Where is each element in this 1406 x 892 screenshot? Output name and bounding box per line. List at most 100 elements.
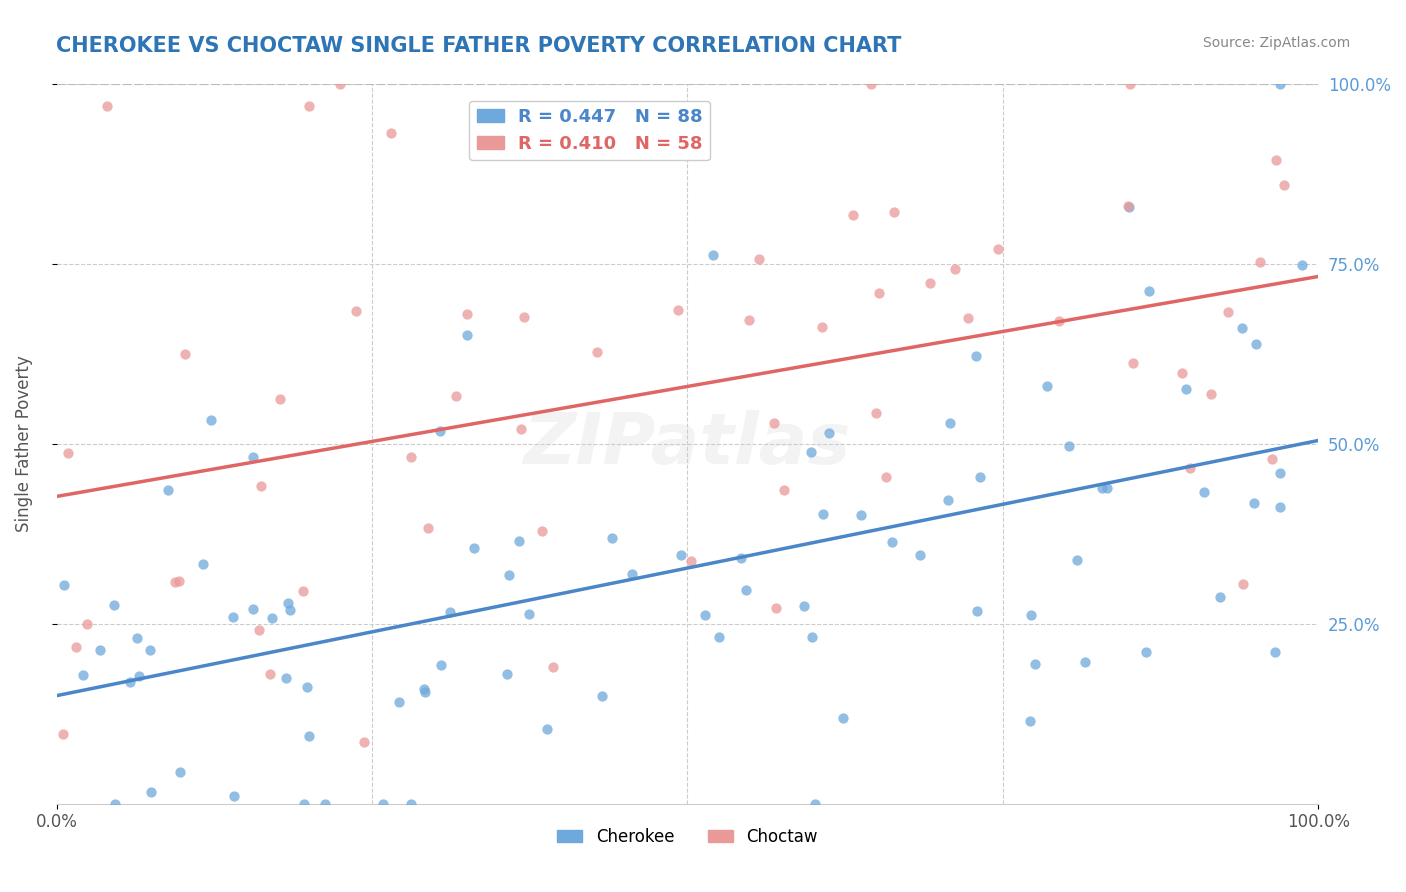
Point [429, 424, 451, 438]
Point [1024, 657, 1046, 671]
Point [707, 631, 730, 645]
Point [882, 535, 904, 549]
Point [297, 680, 319, 694]
Point [591, 689, 613, 703]
Text: Source: ZipAtlas.com: Source: ZipAtlas.com [1202, 36, 1350, 50]
Point [966, 604, 988, 618]
Point [1209, 590, 1232, 604]
Point [399, 450, 422, 464]
Point [430, 658, 453, 673]
Point [1066, 552, 1088, 566]
Point [413, 685, 436, 699]
Point [72, 668, 94, 682]
Point [1270, 500, 1292, 514]
Point [221, 610, 243, 624]
Point [416, 521, 439, 535]
Point [943, 262, 966, 277]
Point [1047, 314, 1070, 328]
Point [269, 392, 291, 406]
Point [65, 640, 87, 654]
Point [344, 303, 367, 318]
Point [810, 320, 832, 334]
Point [875, 470, 897, 484]
Point [1268, 466, 1291, 480]
Point [242, 450, 264, 465]
Point [1174, 382, 1197, 396]
Point [517, 607, 540, 622]
Point [1118, 200, 1140, 214]
Point [297, 729, 319, 743]
Point [104, 797, 127, 811]
Point [832, 711, 855, 725]
Point [118, 675, 141, 690]
Point [371, 797, 394, 811]
Point [679, 554, 702, 568]
Point [298, 99, 321, 113]
Point [536, 723, 558, 737]
Point [446, 388, 468, 402]
Point [908, 548, 931, 562]
Point [76, 617, 98, 632]
Point [1095, 481, 1118, 495]
Point [868, 285, 890, 300]
Point [666, 303, 689, 318]
Point [278, 603, 301, 617]
Point [1261, 452, 1284, 467]
Point [456, 307, 478, 321]
Point [139, 643, 162, 657]
Text: CHEROKEE VS CHOCTAW SINGLE FATHER POVERTY CORRELATION CHART: CHEROKEE VS CHOCTAW SINGLE FATHER POVERT… [56, 36, 901, 55]
Point [748, 252, 770, 267]
Point [1199, 387, 1222, 401]
Point [1291, 258, 1313, 272]
Point [260, 611, 283, 625]
Point [793, 599, 815, 613]
Point [1230, 321, 1253, 335]
Point [157, 483, 180, 498]
Point [1091, 481, 1114, 495]
Point [259, 667, 281, 681]
Point [163, 574, 186, 589]
Point [380, 127, 402, 141]
Point [399, 797, 422, 811]
Point [508, 534, 530, 549]
Point [1018, 714, 1040, 728]
Point [1244, 336, 1267, 351]
Point [735, 583, 758, 598]
Point [1272, 178, 1295, 192]
Point [969, 469, 991, 483]
Point [509, 422, 531, 436]
Point [200, 413, 222, 427]
Point [987, 242, 1010, 256]
Point [541, 660, 564, 674]
Point [274, 671, 297, 685]
Point [173, 346, 195, 360]
Point [291, 584, 314, 599]
Point [1171, 366, 1194, 380]
Point [329, 78, 352, 92]
Point [463, 541, 485, 555]
Point [1180, 461, 1202, 475]
Point [938, 492, 960, 507]
Point [139, 785, 162, 799]
Point [600, 531, 623, 545]
Point [918, 276, 941, 290]
Point [865, 406, 887, 420]
Point [800, 445, 823, 459]
Point [883, 205, 905, 219]
Point [169, 764, 191, 779]
Point [96, 99, 118, 113]
Point [52, 578, 75, 592]
Point [1270, 78, 1292, 92]
Point [738, 312, 761, 326]
Point [314, 797, 336, 811]
Point [773, 483, 796, 497]
Point [859, 78, 882, 92]
Point [498, 568, 520, 582]
Point [277, 596, 299, 610]
Point [730, 550, 752, 565]
Point [191, 557, 214, 571]
Point [495, 667, 517, 681]
Point [292, 797, 315, 811]
Point [249, 479, 271, 493]
Point [1192, 485, 1215, 500]
